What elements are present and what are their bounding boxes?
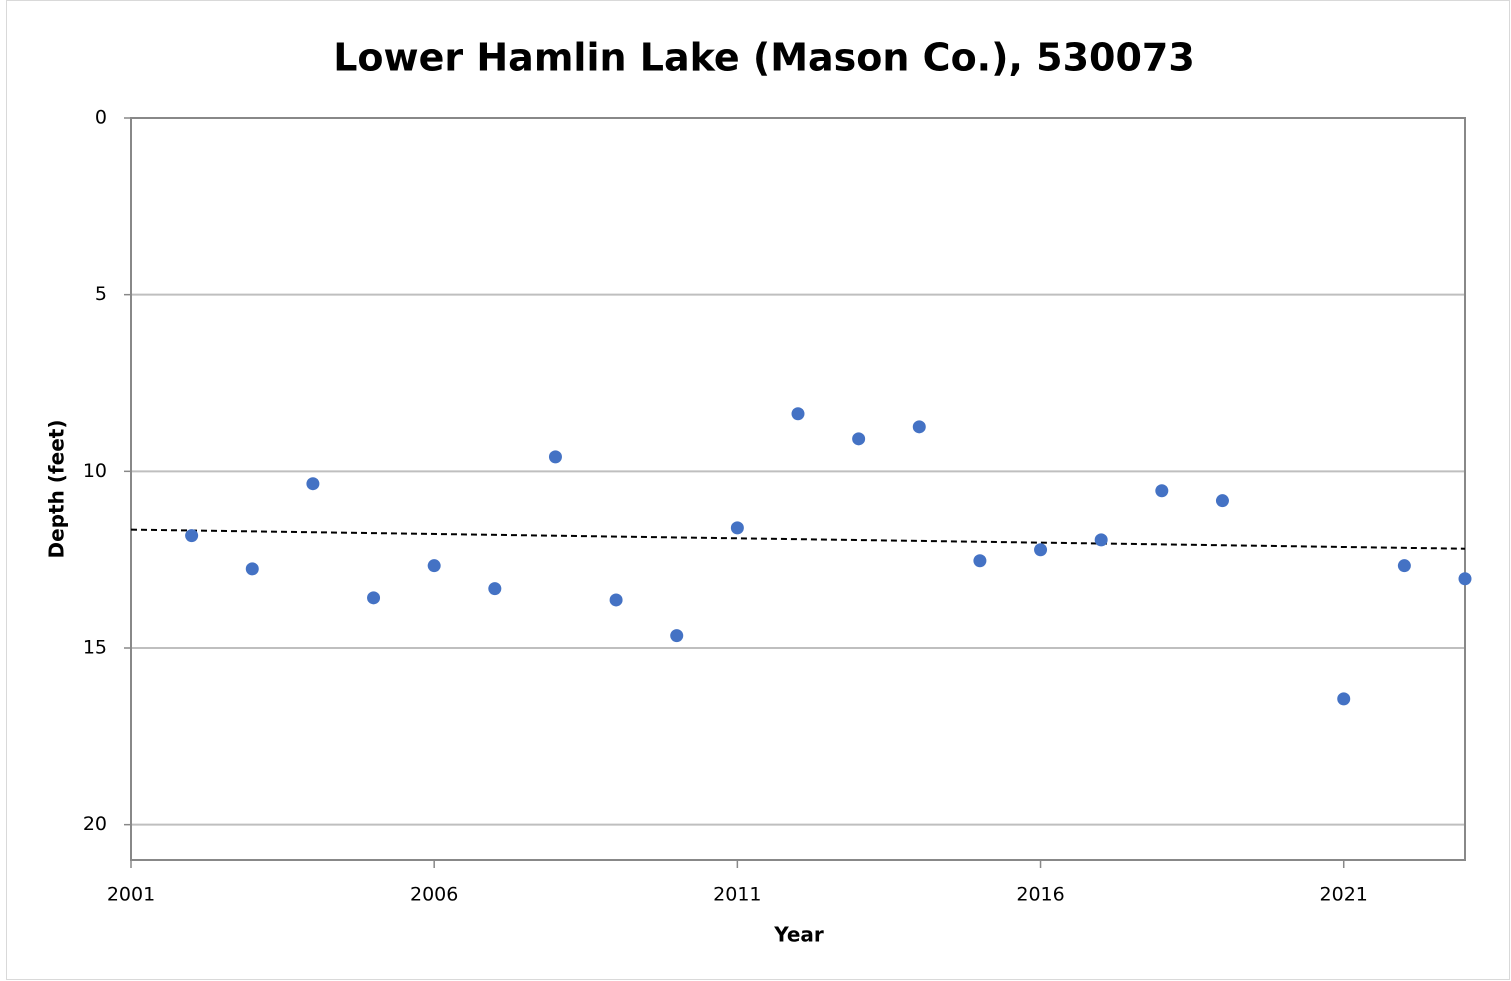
- point: [1155, 484, 1169, 498]
- x-tick-label: 2001: [107, 884, 155, 906]
- x-tick-label: 2011: [713, 884, 761, 906]
- point: [1337, 692, 1351, 706]
- point: [427, 559, 441, 573]
- x-axis-label: Year: [773, 923, 824, 947]
- point: [306, 477, 320, 491]
- point: [912, 420, 926, 434]
- point: [488, 582, 502, 596]
- point: [852, 432, 866, 446]
- trendline: [130, 528, 1466, 550]
- point: [185, 529, 199, 543]
- point: [730, 521, 744, 535]
- y-tick-label: 15: [83, 637, 107, 659]
- point: [1397, 559, 1411, 573]
- y-tick-label: 20: [83, 813, 107, 835]
- y-tick-label: 10: [83, 460, 107, 482]
- point: [1215, 494, 1229, 508]
- y-tick-label: 0: [95, 107, 107, 129]
- plot-border: [130, 117, 1466, 861]
- chart-title: Lower Hamlin Lake (Mason Co.), 530073: [333, 36, 1195, 80]
- x-tick-label: 2016: [1016, 884, 1064, 906]
- point: [609, 593, 623, 607]
- y-tick-label: 5: [95, 283, 107, 305]
- point: [973, 554, 987, 568]
- x-tick-label: 2006: [410, 884, 458, 906]
- point: [1034, 543, 1048, 557]
- point: [1094, 533, 1108, 547]
- point: [1458, 572, 1472, 586]
- chart-border: [6, 0, 1510, 980]
- point: [245, 562, 259, 576]
- y-axis-label: Depth (feet): [45, 420, 69, 559]
- point: [367, 591, 381, 605]
- point: [670, 629, 684, 643]
- point: [791, 407, 805, 421]
- point: [548, 450, 562, 464]
- x-tick-label: 2021: [1320, 884, 1368, 906]
